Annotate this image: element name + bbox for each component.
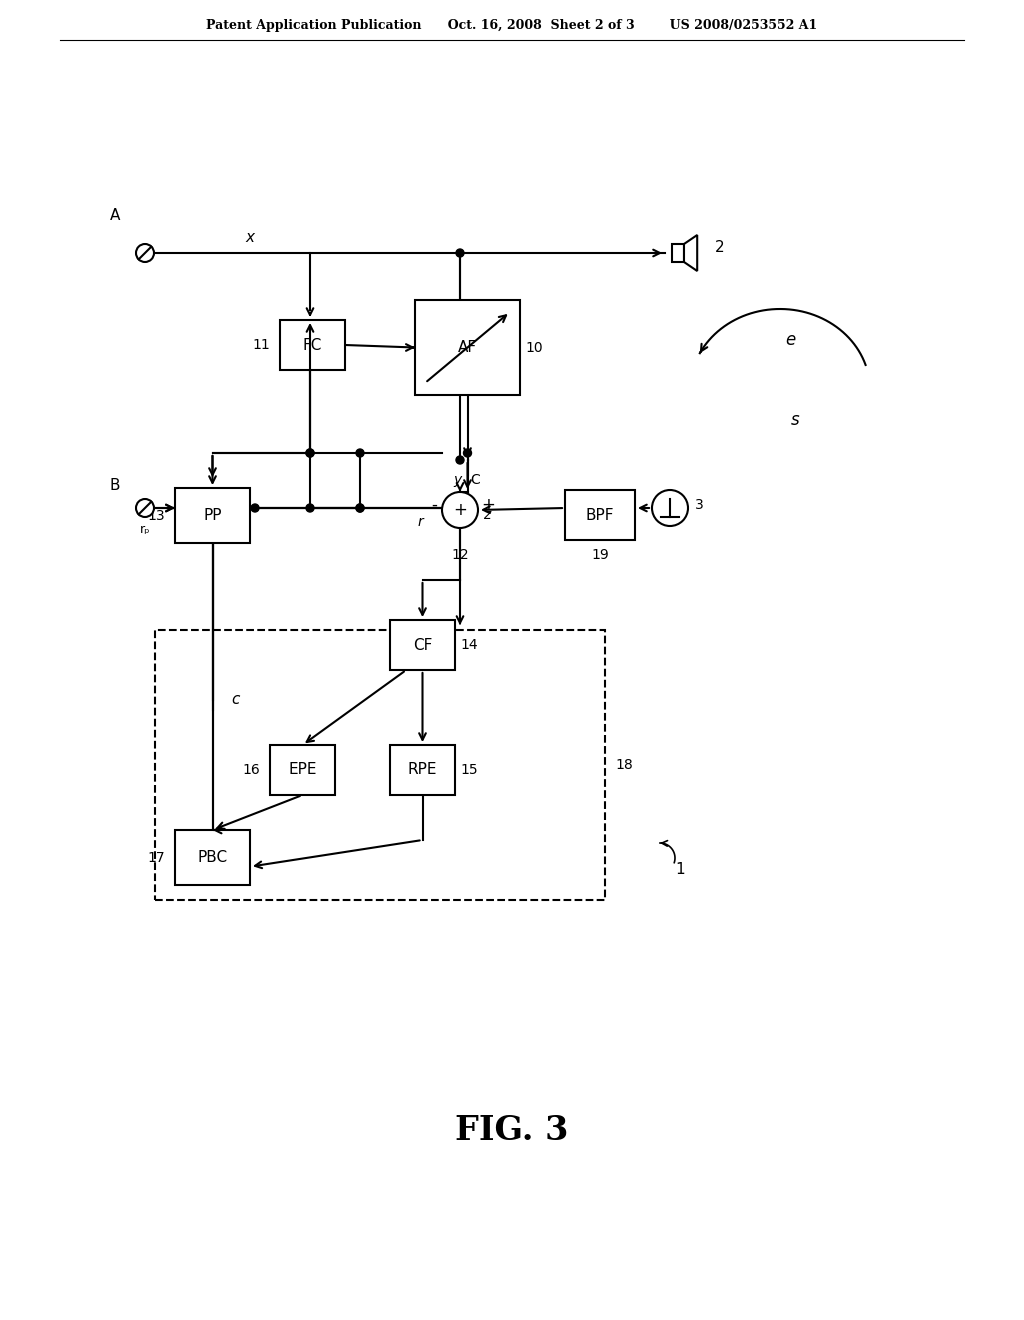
Circle shape: [356, 504, 364, 512]
Text: AF: AF: [458, 341, 477, 355]
Bar: [155, 630, 605, 900]
Text: 10: 10: [525, 341, 543, 355]
Text: A: A: [110, 207, 120, 223]
Text: 14: 14: [460, 638, 477, 652]
Text: +: +: [453, 502, 467, 519]
Text: s: s: [791, 411, 800, 429]
Text: 18: 18: [615, 758, 633, 772]
Circle shape: [136, 244, 154, 261]
Polygon shape: [684, 235, 697, 271]
Circle shape: [652, 490, 688, 525]
Text: B: B: [110, 478, 120, 492]
Text: rₚ: rₚ: [139, 523, 151, 536]
Bar: [565, 490, 635, 540]
Text: 11: 11: [252, 338, 270, 352]
Text: PBC: PBC: [198, 850, 227, 865]
Circle shape: [356, 504, 364, 512]
Circle shape: [136, 499, 154, 517]
Text: 16: 16: [243, 763, 260, 777]
Circle shape: [306, 449, 314, 457]
Text: RPE: RPE: [408, 763, 437, 777]
Text: CF: CF: [413, 638, 432, 652]
Text: c: c: [230, 693, 240, 708]
Text: z: z: [483, 508, 490, 521]
Text: C: C: [470, 473, 480, 487]
Text: EPE: EPE: [288, 763, 316, 777]
Text: 3: 3: [695, 498, 703, 512]
Circle shape: [456, 249, 464, 257]
Text: r: r: [417, 515, 423, 529]
Circle shape: [356, 449, 364, 457]
Text: +: +: [481, 496, 495, 513]
Bar: [390, 620, 455, 671]
Circle shape: [442, 492, 478, 528]
Bar: [175, 488, 250, 543]
Circle shape: [251, 504, 259, 512]
Bar: [390, 744, 455, 795]
Text: 13: 13: [147, 508, 165, 523]
Circle shape: [306, 449, 314, 457]
Text: FIG. 3: FIG. 3: [456, 1114, 568, 1147]
Bar: [175, 830, 250, 884]
Text: BPF: BPF: [586, 507, 614, 523]
Text: e: e: [784, 331, 795, 348]
Circle shape: [456, 455, 464, 465]
Text: y: y: [453, 473, 461, 487]
Text: PP: PP: [203, 508, 222, 523]
Bar: [672, 244, 684, 261]
Circle shape: [306, 504, 314, 512]
Text: 2: 2: [715, 240, 725, 256]
Text: 12: 12: [452, 548, 469, 562]
Text: 1: 1: [675, 862, 685, 878]
Bar: [415, 300, 520, 395]
Circle shape: [464, 449, 471, 457]
Bar: [280, 319, 345, 370]
Text: -: -: [431, 496, 437, 513]
Bar: [270, 744, 335, 795]
Text: x: x: [246, 230, 255, 244]
Text: 17: 17: [147, 850, 165, 865]
Text: 15: 15: [460, 763, 477, 777]
Text: Patent Application Publication      Oct. 16, 2008  Sheet 2 of 3        US 2008/0: Patent Application Publication Oct. 16, …: [207, 18, 817, 32]
Text: 19: 19: [591, 548, 609, 562]
Text: FC: FC: [303, 338, 323, 352]
